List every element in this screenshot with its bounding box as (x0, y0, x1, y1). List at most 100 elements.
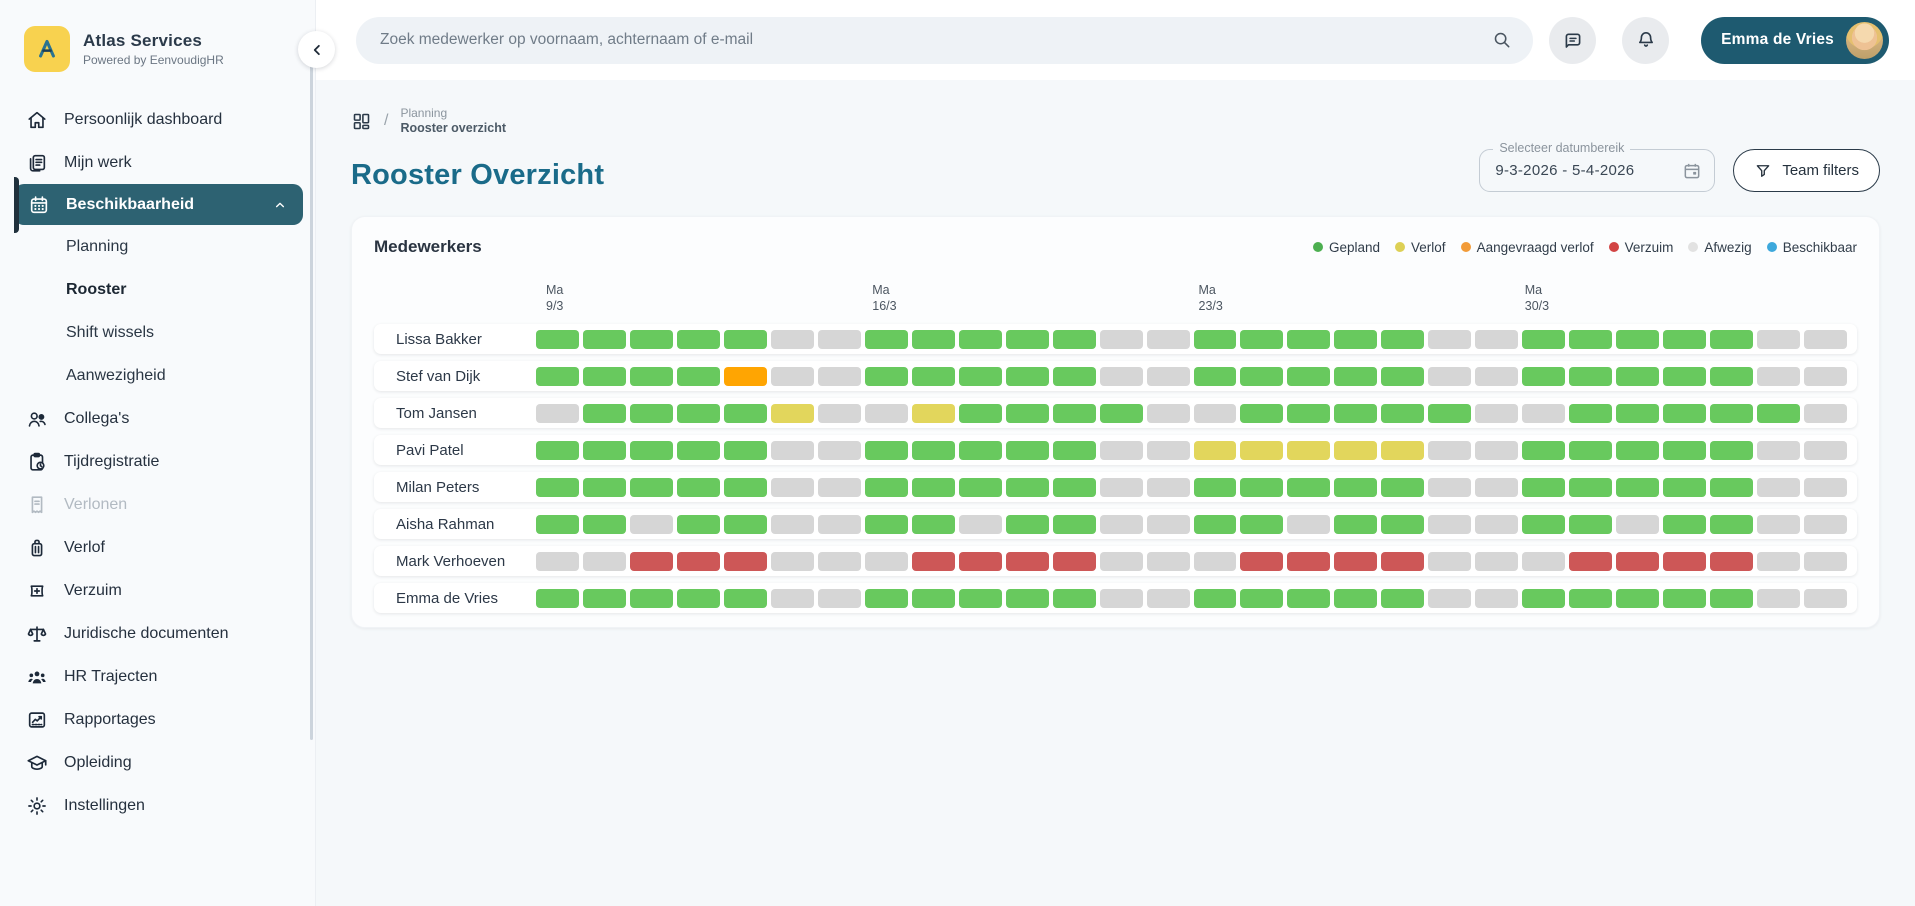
day-cell-gepland[interactable] (629, 366, 673, 386)
day-cell-afwezig[interactable] (1757, 329, 1801, 349)
day-cell-gepland[interactable] (958, 403, 1002, 423)
day-cell-gepland[interactable] (1710, 403, 1754, 423)
day-cell-afwezig[interactable] (864, 403, 908, 423)
day-cell-gepland[interactable] (1287, 588, 1331, 608)
day-cell-afwezig[interactable] (817, 329, 861, 349)
day-cell-gepland[interactable] (1428, 403, 1472, 423)
sidebar-scrollbar[interactable] (310, 58, 313, 740)
day-cell-afwezig[interactable] (770, 551, 814, 571)
day-cell-afwezig[interactable] (1146, 551, 1190, 571)
day-cell-gepland[interactable] (1522, 329, 1566, 349)
day-cell-afwezig[interactable] (1428, 551, 1472, 571)
sidebar-subitem-rooster[interactable]: Rooster (0, 268, 315, 311)
day-cell-gepland[interactable] (1616, 477, 1660, 497)
sidebar-item-verzuim[interactable]: Verzuim (0, 569, 315, 612)
sidebar-subitem-shift-wissels[interactable]: Shift wissels (0, 311, 315, 354)
day-cell-gepland[interactable] (676, 329, 720, 349)
day-cell-verzuim[interactable] (1287, 551, 1331, 571)
day-cell-afwezig[interactable] (536, 551, 579, 571)
day-cell-gepland[interactable] (1663, 588, 1707, 608)
day-cell-gepland[interactable] (1052, 514, 1096, 534)
day-cell-gepland[interactable] (958, 477, 1002, 497)
day-cell-gepland[interactable] (1522, 588, 1566, 608)
sidebar-item-juridische-documenten[interactable]: Juridische documenten (0, 612, 315, 655)
sidebar-item-tijdregistratie[interactable]: Tijdregistratie (0, 440, 315, 483)
day-cell-gepland[interactable] (864, 477, 908, 497)
day-cell-gepland[interactable] (582, 588, 626, 608)
day-cell-afwezig[interactable] (1475, 403, 1519, 423)
day-cell-afwezig[interactable] (1804, 440, 1847, 460)
day-cell-afwezig[interactable] (1804, 551, 1847, 571)
sidebar-item-persoonlijk-dashboard[interactable]: Persoonlijk dashboard (0, 98, 315, 141)
day-cell-gepland[interactable] (1052, 366, 1096, 386)
day-cell-gepland[interactable] (723, 588, 767, 608)
team-filters-button[interactable]: Team filters (1733, 149, 1880, 193)
day-cell-gepland[interactable] (1240, 514, 1284, 534)
day-cell-afwezig[interactable] (1804, 514, 1847, 534)
day-cell-afwezig[interactable] (817, 440, 861, 460)
day-cell-gepland[interactable] (1663, 366, 1707, 386)
day-cell-afwezig[interactable] (1475, 551, 1519, 571)
day-cell-afwezig[interactable] (770, 329, 814, 349)
day-cell-afwezig[interactable] (770, 514, 814, 534)
day-cell-afwezig[interactable] (1804, 403, 1847, 423)
day-cell-gepland[interactable] (1381, 329, 1425, 349)
day-cell-gepland[interactable] (1569, 366, 1613, 386)
day-cell-gepland[interactable] (1522, 477, 1566, 497)
day-cell-gepland[interactable] (1569, 440, 1613, 460)
day-cell-verlof[interactable] (1240, 440, 1284, 460)
day-cell-afwezig[interactable] (1146, 477, 1190, 497)
day-cell-gepland[interactable] (911, 329, 955, 349)
day-cell-verzuim[interactable] (1616, 551, 1660, 571)
day-cell-gepland[interactable] (1663, 403, 1707, 423)
day-cell-gepland[interactable] (1569, 329, 1613, 349)
notifications-button[interactable] (1622, 16, 1670, 64)
day-cell-gepland[interactable] (1005, 329, 1049, 349)
day-cell-afwezig[interactable] (1146, 440, 1190, 460)
day-cell-gepland[interactable] (1240, 477, 1284, 497)
day-cell-gepland[interactable] (629, 440, 673, 460)
day-cell-gepland[interactable] (1334, 514, 1378, 534)
day-cell-gepland[interactable] (1381, 366, 1425, 386)
day-cell-verzuim[interactable] (1381, 551, 1425, 571)
day-cell-verlof[interactable] (1287, 440, 1331, 460)
day-cell-gepland[interactable] (911, 440, 955, 460)
day-cell-afwezig[interactable] (1146, 514, 1190, 534)
day-cell-afwezig[interactable] (817, 551, 861, 571)
day-cell-afwezig[interactable] (817, 403, 861, 423)
search-icon[interactable] (1491, 29, 1513, 51)
day-cell-verzuim[interactable] (1005, 551, 1049, 571)
day-cell-gepland[interactable] (1052, 329, 1096, 349)
day-cell-afwezig[interactable] (1099, 366, 1143, 386)
day-cell-gepland[interactable] (1334, 588, 1378, 608)
user-menu[interactable]: Emma de Vries (1701, 16, 1889, 64)
day-cell-afwezig[interactable] (1475, 477, 1519, 497)
day-cell-afwezig[interactable] (1146, 329, 1190, 349)
day-cell-gepland[interactable] (1522, 440, 1566, 460)
day-cell-gepland[interactable] (1052, 477, 1096, 497)
day-cell-gepland[interactable] (1005, 477, 1049, 497)
day-cell-gepland[interactable] (1381, 477, 1425, 497)
day-cell-afwezig[interactable] (1099, 477, 1143, 497)
day-cell-gepland[interactable] (1240, 588, 1284, 608)
search-input[interactable] (380, 31, 1492, 49)
grid-icon[interactable] (351, 111, 372, 132)
day-cell-gepland[interactable] (1710, 588, 1754, 608)
day-cell-afwezig[interactable] (770, 440, 814, 460)
sidebar-collapse-button[interactable] (298, 31, 335, 68)
day-cell-gepland[interactable] (629, 588, 673, 608)
day-cell-gepland[interactable] (1381, 514, 1425, 534)
day-cell-afwezig[interactable] (1146, 403, 1190, 423)
day-cell-afwezig[interactable] (1428, 477, 1472, 497)
day-cell-gepland[interactable] (1240, 403, 1284, 423)
day-cell-gepland[interactable] (1569, 588, 1613, 608)
day-cell-afwezig[interactable] (1757, 440, 1801, 460)
sidebar-subitem-aanwezigheid[interactable]: Aanwezigheid (0, 354, 315, 397)
day-cell-gepland[interactable] (1334, 329, 1378, 349)
day-cell-gepland[interactable] (536, 440, 579, 460)
day-cell-afwezig[interactable] (817, 514, 861, 534)
day-cell-gepland[interactable] (1193, 477, 1237, 497)
day-cell-gepland[interactable] (1569, 477, 1613, 497)
day-cell-afwezig[interactable] (770, 588, 814, 608)
day-cell-gepland[interactable] (723, 329, 767, 349)
